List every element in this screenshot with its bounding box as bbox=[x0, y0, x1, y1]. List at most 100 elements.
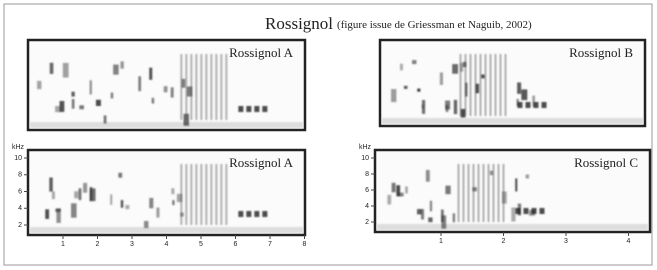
x-tick-label: 1 bbox=[61, 241, 65, 248]
syllable bbox=[445, 186, 450, 195]
syllable bbox=[96, 100, 101, 106]
y-tick-label: 10 bbox=[14, 155, 22, 162]
syllable bbox=[52, 191, 55, 199]
trill bbox=[463, 164, 465, 222]
trill bbox=[503, 164, 505, 222]
panel-label: Rossignol A bbox=[229, 155, 294, 170]
syllable bbox=[138, 76, 141, 91]
trill bbox=[465, 54, 467, 116]
note bbox=[516, 208, 521, 214]
x-tick-label: 8 bbox=[303, 241, 307, 248]
trill bbox=[220, 164, 222, 225]
syllable bbox=[392, 183, 396, 192]
syllable bbox=[453, 213, 455, 222]
syllable bbox=[521, 89, 527, 100]
spectrogram-panel: Rossignol A bbox=[28, 40, 305, 130]
syllable bbox=[90, 80, 92, 94]
syllable bbox=[422, 100, 425, 114]
note bbox=[524, 208, 529, 214]
note bbox=[540, 208, 545, 214]
note bbox=[534, 102, 539, 108]
trill bbox=[505, 54, 507, 116]
trill bbox=[225, 164, 227, 225]
x-tick-label: 7 bbox=[268, 241, 272, 248]
trill bbox=[488, 164, 490, 222]
subtitle: (figure issue de Griessman et Naguib, 20… bbox=[337, 19, 532, 31]
syllable bbox=[56, 208, 60, 223]
trill bbox=[200, 164, 202, 225]
panel-label: Rossignol A bbox=[229, 45, 294, 60]
y-tick-label: 6 bbox=[18, 188, 22, 195]
syllable bbox=[149, 68, 152, 80]
y-tick-label: 4 bbox=[365, 203, 369, 210]
x-tick-label: 2 bbox=[96, 241, 100, 248]
note bbox=[262, 211, 267, 217]
y-tick-label: 2 bbox=[365, 219, 369, 226]
syllable bbox=[391, 89, 396, 102]
syllable bbox=[430, 201, 432, 212]
syllable bbox=[441, 210, 444, 223]
noise-floor bbox=[377, 224, 648, 230]
syllable bbox=[71, 203, 77, 217]
note bbox=[532, 208, 537, 214]
syllable bbox=[74, 191, 78, 198]
syllable bbox=[417, 88, 420, 91]
trill bbox=[195, 164, 197, 225]
syllable bbox=[481, 74, 484, 78]
note bbox=[542, 102, 547, 108]
syllable bbox=[405, 186, 407, 193]
syllable bbox=[515, 178, 517, 191]
trill bbox=[220, 54, 222, 120]
note bbox=[238, 106, 243, 112]
note bbox=[254, 106, 259, 112]
syllable bbox=[113, 65, 119, 75]
note bbox=[238, 211, 243, 217]
trill bbox=[210, 54, 212, 120]
syllable bbox=[452, 64, 458, 74]
note bbox=[526, 102, 531, 108]
syllable bbox=[412, 60, 416, 64]
syllable bbox=[171, 188, 174, 194]
trill bbox=[215, 164, 217, 225]
trill bbox=[210, 164, 212, 225]
syllable bbox=[83, 183, 87, 193]
trill bbox=[475, 54, 477, 116]
syllable bbox=[79, 105, 84, 109]
syllable bbox=[428, 217, 432, 222]
trill bbox=[225, 54, 227, 120]
syllable bbox=[417, 209, 422, 214]
y-unit: kHz bbox=[12, 144, 25, 151]
y-unit: kHz bbox=[359, 144, 372, 151]
syllable bbox=[110, 194, 112, 204]
syllable bbox=[152, 98, 155, 104]
y-tick-label: 10 bbox=[361, 155, 369, 162]
syllable bbox=[71, 92, 74, 97]
y-tick-label: 6 bbox=[365, 187, 369, 194]
x-tick-label: 3 bbox=[564, 238, 568, 245]
syllable bbox=[511, 208, 515, 222]
syllable bbox=[104, 115, 107, 123]
trill bbox=[480, 54, 482, 116]
note bbox=[254, 211, 259, 217]
syllable bbox=[426, 170, 430, 182]
trill bbox=[485, 54, 487, 116]
trill bbox=[180, 164, 182, 225]
syllable bbox=[45, 209, 49, 219]
trill bbox=[460, 54, 462, 116]
note bbox=[246, 211, 251, 217]
y-tick-label: 8 bbox=[365, 171, 369, 178]
note bbox=[246, 106, 251, 112]
trill bbox=[190, 54, 192, 120]
syllable bbox=[72, 99, 75, 109]
trill bbox=[478, 164, 480, 222]
x-tick-label: 5 bbox=[199, 241, 203, 248]
x-tick-label: 4 bbox=[165, 241, 169, 248]
y-tick-label: 8 bbox=[18, 172, 22, 179]
trill bbox=[458, 164, 460, 222]
noise-floor bbox=[382, 118, 643, 124]
noise-floor bbox=[30, 122, 303, 128]
syllable bbox=[118, 173, 122, 178]
noise-floor bbox=[30, 227, 303, 233]
syllable bbox=[63, 63, 69, 78]
x-tick-label: 6 bbox=[234, 241, 238, 248]
